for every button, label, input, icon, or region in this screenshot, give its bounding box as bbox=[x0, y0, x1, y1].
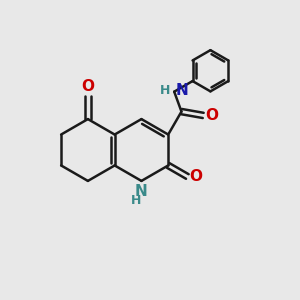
Text: O: O bbox=[190, 169, 203, 184]
Text: H: H bbox=[131, 194, 141, 207]
Text: O: O bbox=[206, 108, 219, 123]
Text: O: O bbox=[81, 79, 94, 94]
Text: N: N bbox=[135, 184, 148, 199]
Text: H: H bbox=[159, 84, 170, 97]
Text: N: N bbox=[176, 83, 188, 98]
